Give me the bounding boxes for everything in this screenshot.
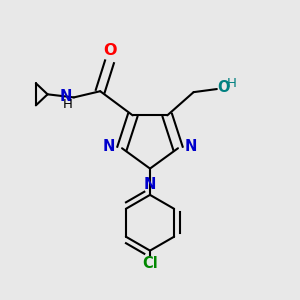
Text: N: N [103, 139, 115, 154]
Text: N: N [60, 89, 72, 104]
Text: Cl: Cl [142, 256, 158, 271]
Text: O: O [103, 43, 117, 58]
Text: H: H [227, 77, 237, 90]
Text: H: H [62, 98, 72, 111]
Text: O: O [218, 80, 230, 95]
Text: N: N [185, 139, 197, 154]
Text: N: N [144, 177, 156, 192]
